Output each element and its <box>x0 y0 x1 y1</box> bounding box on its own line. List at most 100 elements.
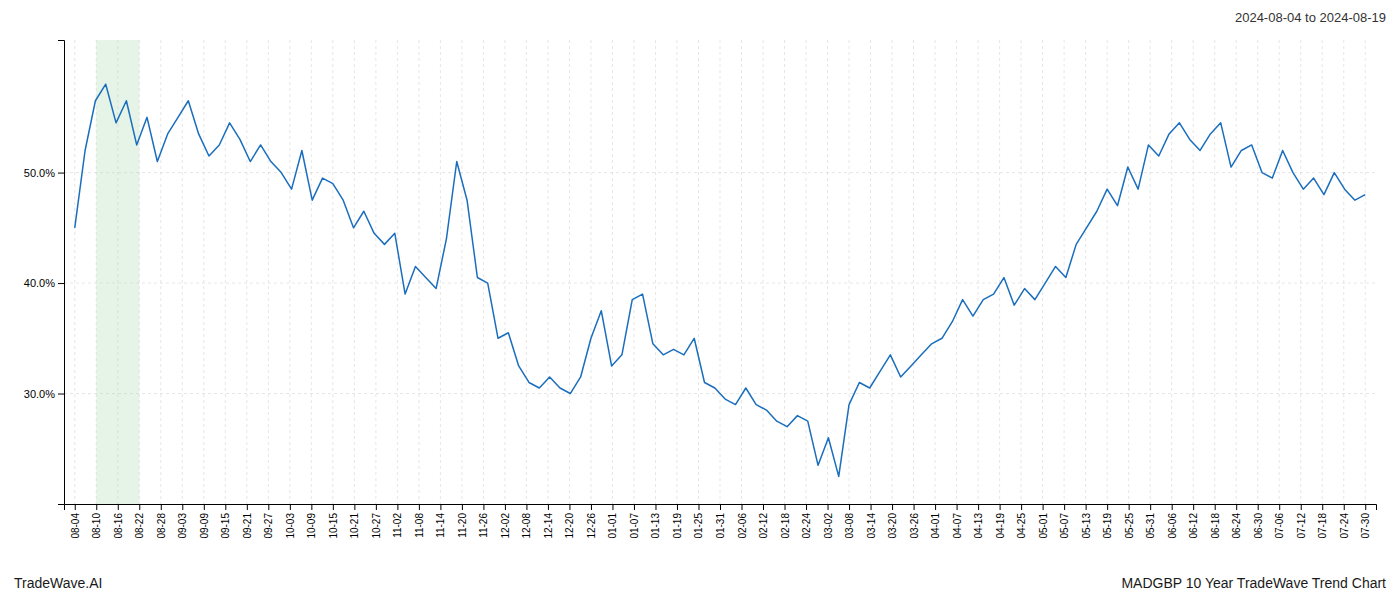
grid-line-x <box>569 40 570 504</box>
grid-line-x <box>1150 40 1151 504</box>
x-tick-label: 04-07 <box>952 513 963 539</box>
x-tick-label: 01-07 <box>629 513 640 539</box>
x-tick-mark <box>1043 504 1044 510</box>
x-tick: 07-30 <box>1360 504 1371 539</box>
x-tick-label: 08-16 <box>113 513 124 539</box>
x-tick-label: 09-09 <box>199 513 210 539</box>
x-tick-label: 12-20 <box>564 513 575 539</box>
x-tick-label: 08-22 <box>134 513 145 539</box>
x-tick-label: 07-24 <box>1339 513 1350 539</box>
x-tick-mark <box>1344 504 1345 510</box>
grid-line-x <box>655 40 656 504</box>
x-tick-label: 01-25 <box>693 513 704 539</box>
grid-line-x <box>720 40 721 504</box>
x-tick-label: 09-27 <box>263 513 274 539</box>
x-tick: 04-25 <box>1016 504 1027 539</box>
x-tick: 06-18 <box>1210 504 1221 539</box>
x-tick-mark <box>914 504 915 510</box>
grid-line-x <box>1322 40 1323 504</box>
grid-line-x <box>590 40 591 504</box>
x-tick: 11-26 <box>478 504 489 538</box>
x-tick-mark <box>1150 504 1151 510</box>
x-tick: 11-08 <box>414 504 425 538</box>
x-tick: 05-13 <box>1081 504 1092 539</box>
x-tick-label: 06-12 <box>1188 513 1199 539</box>
x-tick-mark <box>828 504 829 510</box>
x-tick-label: 02-24 <box>801 513 812 539</box>
x-tick-mark <box>1215 504 1216 510</box>
x-tick-label: 07-30 <box>1360 513 1371 539</box>
x-tick-label: 01-19 <box>672 513 683 539</box>
x-tick-mark <box>957 504 958 510</box>
y-tick: 30.0% <box>24 388 64 400</box>
x-tick-label: 07-18 <box>1317 513 1328 539</box>
x-tick-mark <box>634 504 635 510</box>
x-tick-label: 06-30 <box>1253 513 1264 539</box>
x-tick-mark <box>978 504 979 510</box>
x-tick-label: 04-25 <box>1016 513 1027 539</box>
x-tick-label: 05-31 <box>1145 513 1156 539</box>
x-tick: 03-20 <box>887 504 898 539</box>
x-tick-label: 12-14 <box>543 513 554 539</box>
x-tick-mark <box>785 504 786 510</box>
x-tick: 03-08 <box>844 504 855 539</box>
x-tick-label: 06-18 <box>1210 513 1221 539</box>
x-tick-mark <box>118 504 119 510</box>
y-tick-mark <box>58 394 64 395</box>
subtitle: 2024-08-04 to 2024-08-19 <box>1235 10 1386 25</box>
grid-line-x <box>311 40 312 504</box>
x-tick: 12-02 <box>500 504 511 539</box>
x-tick-label: 05-13 <box>1081 513 1092 539</box>
x-tick-mark <box>569 504 570 510</box>
x-tick: 06-06 <box>1167 504 1178 539</box>
x-tick: 05-19 <box>1102 504 1113 539</box>
x-tick-mark <box>612 504 613 510</box>
x-tick: 09-15 <box>220 504 231 539</box>
grid <box>64 40 1376 504</box>
grid-line-x <box>461 40 462 504</box>
x-tick-label: 06-06 <box>1167 513 1178 539</box>
grid-line-x <box>1042 40 1043 504</box>
x-tick-mark <box>1172 504 1173 510</box>
x-tick: 09-27 <box>263 504 274 539</box>
x-tick: 08-04 <box>70 504 81 539</box>
grid-line-x <box>397 40 398 504</box>
x-tick-label: 09-15 <box>220 513 231 539</box>
x-tick: 10-21 <box>349 504 360 539</box>
x-tick-mark <box>548 504 549 510</box>
x-tick-mark <box>591 504 592 510</box>
x-tick-mark <box>440 504 441 510</box>
x-tick: 06-24 <box>1231 504 1242 539</box>
x-tick-mark <box>892 504 893 510</box>
x-tick-label: 02-06 <box>737 513 748 539</box>
x-tick-mark <box>1021 504 1022 510</box>
x-tick: 01-13 <box>650 504 661 539</box>
x-tick-mark <box>655 504 656 510</box>
chart: 08-0408-1008-1608-2208-2809-0309-0909-15… <box>0 0 1400 600</box>
x-tick-mark <box>1086 504 1087 510</box>
y-axis: 30.0%40.0%50.0% <box>24 41 65 505</box>
grid-line-x <box>978 40 979 504</box>
grid-line-x <box>784 40 785 504</box>
x-tick-mark <box>204 504 205 510</box>
x-tick: 10-27 <box>371 504 382 539</box>
x-tick-mark <box>139 504 140 510</box>
x-tick-mark <box>526 504 527 510</box>
x-tick: 09-03 <box>177 504 188 539</box>
x-tick: 02-12 <box>758 504 769 539</box>
shaded-region <box>96 40 139 504</box>
x-tick-label: 02-12 <box>758 513 769 539</box>
grid-line-x <box>117 40 118 504</box>
grid-line-x <box>633 40 634 504</box>
x-tick: 07-24 <box>1339 504 1350 539</box>
grid-line-x <box>1128 40 1129 504</box>
x-tick: 05-25 <box>1124 504 1135 539</box>
y-axis-line <box>58 41 65 505</box>
grid-line-x <box>1171 40 1172 504</box>
x-tick-label: 04-01 <box>930 513 941 539</box>
x-tick-label: 03-14 <box>866 513 877 539</box>
trend-line <box>75 84 1365 476</box>
grid-line-y <box>64 283 1376 284</box>
x-tick-mark <box>677 504 678 510</box>
x-tick: 06-12 <box>1188 504 1199 539</box>
